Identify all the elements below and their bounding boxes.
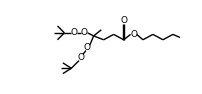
Text: O: O bbox=[70, 28, 78, 37]
Text: O: O bbox=[77, 53, 84, 62]
Text: O: O bbox=[120, 16, 126, 25]
Text: O: O bbox=[81, 28, 87, 37]
Text: O: O bbox=[129, 30, 137, 39]
Text: O: O bbox=[84, 43, 90, 52]
